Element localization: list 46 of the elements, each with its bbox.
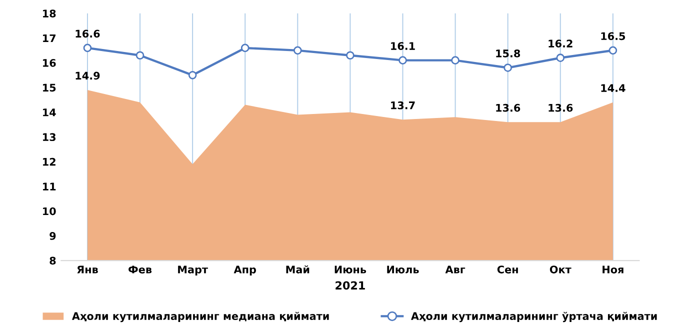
x-tick-label: Июнь [334, 266, 366, 274]
x-tick-label: Авг [445, 266, 466, 274]
data-label: 16.2 [548, 40, 572, 48]
data-label: 14.4 [601, 84, 626, 92]
x-tick-label: Май [286, 265, 310, 274]
point [83, 44, 92, 52]
data-label: 13.7 [391, 101, 415, 110]
legend-label: Аҳоли кутилмаларининг ўртача қиймати [410, 312, 657, 322]
point [240, 44, 250, 52]
y-tick-label: 12 [43, 158, 56, 166]
y-tick-label: 16 [43, 59, 56, 67]
y-tick-label: 17 [43, 34, 56, 42]
data-label: 16.6 [76, 30, 100, 38]
x-tick-label: Ноя [602, 266, 624, 274]
y-tick-label: 15 [43, 84, 56, 92]
data-label: 13.6 [496, 104, 520, 112]
data-label: 13.6 [548, 104, 573, 112]
data-label: 16.1 [391, 42, 415, 50]
point [136, 51, 144, 60]
x-tick-label: Янв [77, 266, 98, 274]
x-tick-label: Апр [234, 266, 256, 276]
data-label: 15.8 [496, 50, 520, 58]
x-tick-label: Окт [550, 266, 572, 274]
legend-label: Аҳоли кутилмаларининг медиана қиймати [72, 312, 329, 322]
point [556, 54, 565, 62]
y-tick-label: 11 [43, 182, 56, 190]
data-label: 16.5 [601, 32, 626, 40]
y-tick-label: 13 [43, 133, 56, 142]
x-tick-label: Июль [387, 266, 419, 274]
y-tick-label: 10 [43, 207, 56, 216]
point [398, 56, 407, 64]
point [346, 51, 354, 60]
x-tick-label: Март [178, 266, 208, 276]
y-tick-label: 9 [50, 232, 56, 240]
y-tick-label: 8 [50, 256, 56, 265]
x-tick-label: Фев [128, 266, 152, 274]
data-label: 14.9 [76, 72, 100, 80]
point [608, 46, 618, 55]
point [504, 64, 512, 72]
x-axis-title: 2021 [336, 281, 365, 290]
point [293, 46, 302, 55]
y-tick-label: 14 [43, 108, 56, 116]
point [451, 56, 460, 64]
x-tick-label: Сен [497, 266, 518, 274]
y-tick-label: 18 [43, 10, 56, 18]
point [188, 70, 197, 80]
